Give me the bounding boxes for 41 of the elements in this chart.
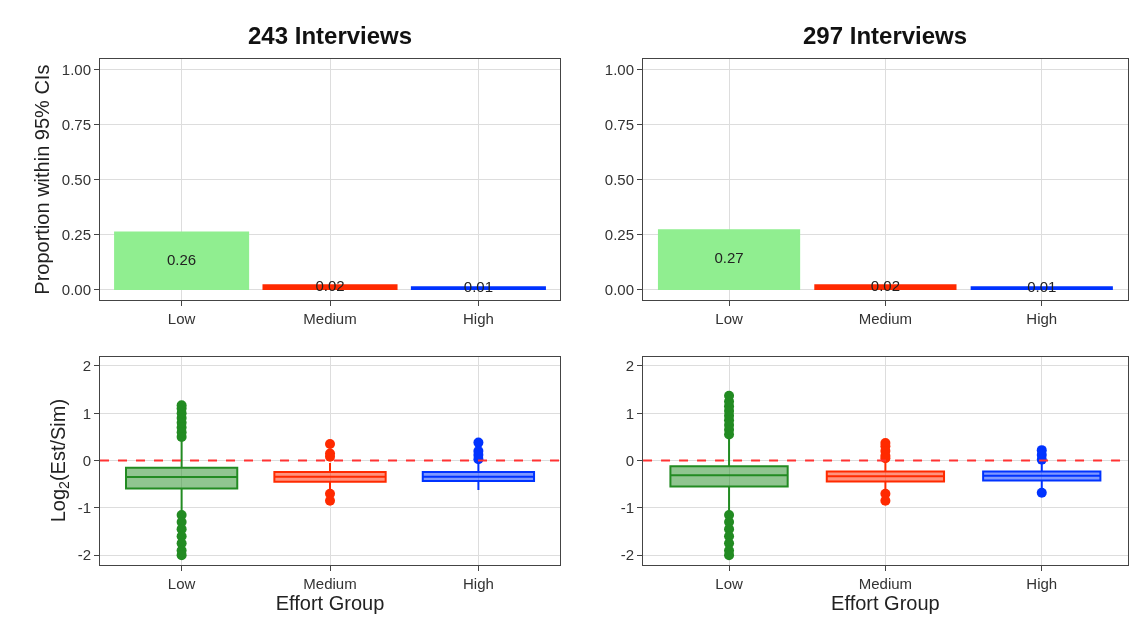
y-axis-title: Proportion within 95% CIs [31,64,54,295]
y-tick-label: 0.75 [61,116,91,134]
y-tick-label: 1 [625,404,635,422]
x-tick-label: High [462,310,494,328]
x-tick-label: Medium [303,574,357,592]
x-tick-label: Low [167,310,196,328]
y-tick-label: 0.50 [604,170,635,188]
y-tick-label: 2 [82,357,91,375]
data-label: 0.27 [714,249,744,267]
y-tick-label: 0.25 [61,225,91,243]
x-tick-label: Medium [858,310,913,328]
x-tick-label: Low [715,574,743,592]
x-tick-label: Medium [858,574,913,592]
x-tick-label: Low [167,574,196,592]
y-tick-label: 1.00 [61,61,91,79]
y-tick-label: 0.00 [61,280,91,298]
y-tick-label: 0.00 [604,280,635,298]
x-tick-label: Medium [303,310,357,328]
y-tick-label: 0 [625,451,635,469]
y-tick-label: -2 [77,546,91,564]
x-tick-label: High [1026,310,1058,328]
x-tick-label: High [462,574,494,592]
x-tick-label: High [1026,574,1058,592]
y-tick-label: 1.00 [604,61,635,79]
data-label: 0.26 [167,250,197,268]
y-tick-label: 2 [625,357,635,375]
y-tick-label: 0 [82,451,91,469]
y-tick-label: 0.50 [61,170,91,188]
x-axis-title: Effort Group [275,591,385,614]
y-tick-label: 0.75 [604,116,635,134]
y-tick-label: -1 [620,499,635,517]
bar [657,229,801,291]
y-tick-label: -1 [77,499,91,517]
y-tick-label: -2 [620,546,635,564]
y-tick-label: 1 [82,404,91,422]
x-axis-title: Effort Group [831,591,940,614]
x-tick-label: Low [715,310,743,328]
bar [114,231,250,291]
chart-title: 297 Interviews [803,22,968,49]
y-tick-label: 0.25 [604,225,635,243]
chart-title: 243 Interviews [248,22,413,49]
